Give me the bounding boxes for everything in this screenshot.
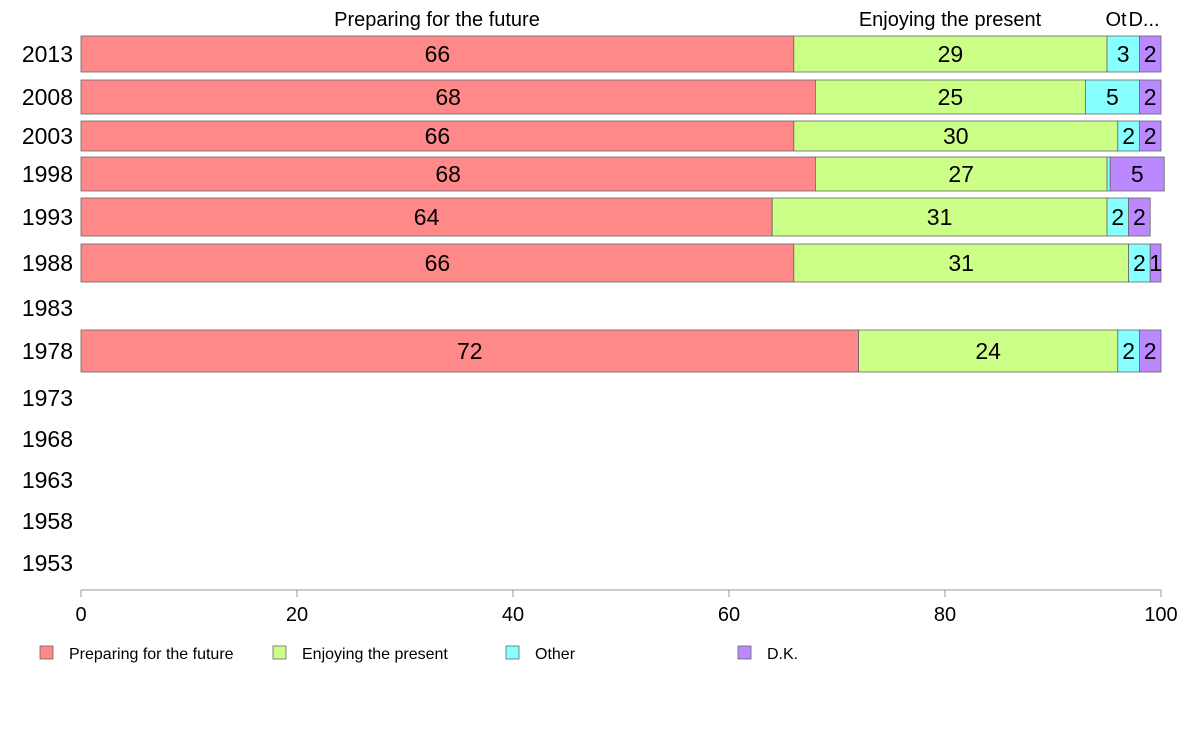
series-header-label: Enjoying the present <box>859 9 1042 31</box>
bar-segment <box>80 329 859 373</box>
bar-segment <box>1085 79 1140 115</box>
bar-data-label: 2 <box>1122 123 1135 149</box>
bar-segment <box>1139 35 1162 73</box>
bar-data-label: 66 <box>425 250 451 276</box>
bar-segment <box>80 197 773 237</box>
bar-segment <box>1149 243 1162 283</box>
legend: Preparing for the future Enjoying the pre… <box>39 645 798 663</box>
bar-data-label: 66 <box>425 123 451 149</box>
bar-segment <box>80 156 816 192</box>
y-tick-label: 1963 <box>22 467 73 493</box>
x-tick-label: 80 <box>934 604 956 626</box>
bar-segment <box>1106 156 1111 192</box>
bar-data-label: 2 <box>1144 84 1157 110</box>
series-header-label: D... <box>1128 9 1159 31</box>
legend-swatch <box>737 645 752 660</box>
bar-data-label: 25 <box>938 84 964 110</box>
legend-swatch <box>39 645 54 660</box>
bar-data-label: 2 <box>1144 123 1157 149</box>
y-tick-label: 1988 <box>22 250 73 276</box>
bar-data-label: 72 <box>457 338 483 364</box>
y-tick-label: 1998 <box>22 161 73 187</box>
x-tick-label: 20 <box>286 604 308 626</box>
bar-segment <box>80 243 795 283</box>
x-tick-label: 100 <box>1144 604 1177 626</box>
series-header-label: Ot <box>1105 9 1127 31</box>
bar-segment <box>1109 156 1165 192</box>
x-tick-label: 0 <box>75 604 86 626</box>
y-tick-label: 1973 <box>22 385 73 411</box>
y-tick-label: 1993 <box>22 204 73 230</box>
bar-segment <box>793 35 1108 73</box>
bar-segment <box>1106 35 1140 73</box>
bar-segment <box>815 79 1086 115</box>
bar-data-label: 29 <box>938 41 964 67</box>
y-tick-label: 1968 <box>22 426 73 452</box>
y-tick-label: 2003 <box>22 123 73 149</box>
y-tick-label: 2013 <box>22 41 73 67</box>
bar-data-label: 30 <box>943 123 969 149</box>
bar-data-label: 68 <box>435 161 461 187</box>
bar-data-label: 2 <box>1133 204 1146 230</box>
legend-label: Preparing for the future <box>69 646 234 663</box>
bar-data-label: 68 <box>435 84 461 110</box>
y-tick-label: 1953 <box>22 550 73 576</box>
bar-segment <box>1128 197 1151 237</box>
bar-segment <box>80 120 795 152</box>
bar-segment <box>80 79 816 115</box>
bar-segment <box>1139 79 1162 115</box>
bar-segment <box>771 197 1108 237</box>
series-header-labels: Preparing for the future Enjoying the pre… <box>334 9 1159 31</box>
bar-data-label: 3 <box>1117 41 1130 67</box>
legend-label: D.K. <box>767 646 798 663</box>
legend-swatch <box>272 645 287 660</box>
y-tick-label: 1958 <box>22 508 73 534</box>
bar-data-label: 27 <box>948 161 974 187</box>
bar-segment <box>793 120 1119 152</box>
bar-data-label: 1 <box>1149 250 1162 276</box>
bar-segment <box>80 35 795 73</box>
bar-data-label: 31 <box>948 250 974 276</box>
y-axis-labels: 2013 2008 2003 1998 1993 1988 1983 1978 1973 1968… <box>22 41 73 576</box>
bars: 66 29 3 268 25 5 266 30 2 268 27 564 31 2 266 31 2 172 24 2… <box>80 35 1165 373</box>
legend-label: Other <box>535 646 576 663</box>
bar-data-label: 2 <box>1133 250 1146 276</box>
bar-segment <box>858 329 1119 373</box>
bar-data-label: 5 <box>1131 161 1144 187</box>
bar-data-label: 24 <box>975 338 1001 364</box>
y-tick-label: 1978 <box>22 338 73 364</box>
x-tick-label: 40 <box>502 604 524 626</box>
bar-data-label: 64 <box>414 204 440 230</box>
legend-label: Enjoying the present <box>302 646 448 663</box>
y-tick-label: 2008 <box>22 84 73 110</box>
y-tick-label: 1983 <box>22 295 73 321</box>
bar-segment <box>815 156 1108 192</box>
bar-segment <box>793 243 1129 283</box>
bar-segment <box>1139 120 1162 152</box>
bar-data-label: 31 <box>927 204 953 230</box>
bar-data-label: 2 <box>1144 41 1157 67</box>
series-header-label: Preparing for the future <box>334 9 540 31</box>
bar-data-label: 2 <box>1111 204 1124 230</box>
x-axis: 0 20 40 60 80 100 <box>75 589 1178 626</box>
x-tick-label: 60 <box>718 604 740 626</box>
legend-swatch <box>505 645 520 660</box>
bar-data-label: 2 <box>1122 338 1135 364</box>
bar-data-label: 2 <box>1144 338 1157 364</box>
bar-segment <box>1139 329 1162 373</box>
bar-data-label: 66 <box>425 41 451 67</box>
bar-data-label: 5 <box>1106 84 1119 110</box>
